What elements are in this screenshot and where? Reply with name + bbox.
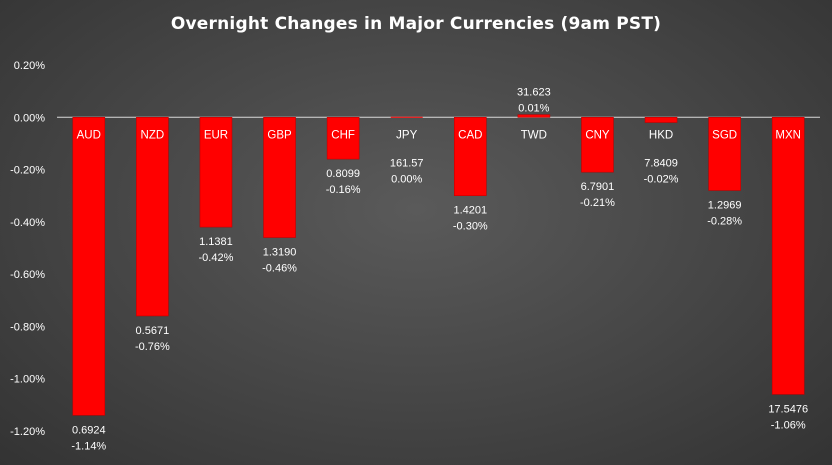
category-label: HKD — [649, 129, 673, 141]
bar-cny — [581, 116, 614, 173]
y-tick-label: -1.20% — [10, 426, 45, 438]
y-tick-label: -0.40% — [10, 217, 45, 229]
value-label: -0.30% — [453, 221, 488, 233]
value-label: -0.21% — [580, 197, 615, 209]
value-label: -0.46% — [262, 263, 297, 275]
value-label: -1.14% — [71, 440, 106, 452]
category-label: AUD — [77, 129, 101, 141]
category-label: GBP — [267, 129, 292, 141]
y-tick-label: -0.80% — [10, 321, 45, 333]
y-tick-label: 0.00% — [14, 112, 45, 124]
rate-label: 0.5671 — [136, 325, 170, 337]
category-label: CAD — [458, 129, 482, 141]
bar-twd — [517, 114, 551, 118]
rate-label: 1.1381 — [199, 236, 233, 248]
rate-label: 1.4201 — [453, 205, 487, 217]
category-label: MXN — [775, 129, 801, 141]
rate-label: 7.8409 — [644, 157, 678, 169]
rate-label: 0.6924 — [72, 424, 106, 436]
y-tick-label: -0.20% — [10, 165, 45, 177]
y-tick-label: -0.60% — [10, 269, 45, 281]
value-label: -0.42% — [199, 252, 234, 264]
bar-eur — [199, 116, 233, 228]
bar-gbp — [263, 116, 296, 238]
category-label: TWD — [521, 129, 547, 141]
y-tick-label: 0.20% — [14, 60, 45, 72]
category-label: EUR — [204, 129, 228, 141]
category-label: SGD — [712, 129, 737, 141]
value-label: -0.02% — [644, 173, 679, 185]
chart-title: Overnight Changes in Major Currencies (9… — [170, 14, 662, 34]
bar-sgd — [708, 116, 741, 191]
bar-cad — [453, 116, 487, 197]
category-label: NZD — [141, 129, 165, 141]
category-label: JPY — [396, 129, 417, 141]
rate-label: 6.7901 — [581, 181, 615, 193]
value-label: -0.76% — [135, 341, 170, 353]
value-label: 0.00% — [391, 173, 422, 185]
bar-hkd — [644, 116, 678, 123]
category-label: CHF — [331, 129, 355, 141]
bar-aud — [72, 116, 106, 416]
category-label: CNY — [585, 129, 610, 141]
value-label: -1.06% — [771, 419, 806, 431]
y-tick-label: -1.00% — [10, 374, 45, 386]
rate-label: 0.8099 — [326, 168, 360, 180]
rate-label: 161.57 — [390, 157, 424, 169]
rate-label: 1.2969 — [708, 199, 742, 211]
bar-nzd — [136, 116, 169, 317]
bar-mxn — [771, 116, 805, 395]
rate-label: 31.623 — [517, 87, 551, 99]
rate-label: 17.5476 — [768, 403, 808, 415]
bar-chf — [326, 116, 360, 160]
rate-label: 1.3190 — [263, 247, 297, 259]
value-label: 0.01% — [518, 103, 549, 115]
value-label: -0.16% — [326, 184, 361, 196]
value-label: -0.28% — [707, 215, 742, 227]
